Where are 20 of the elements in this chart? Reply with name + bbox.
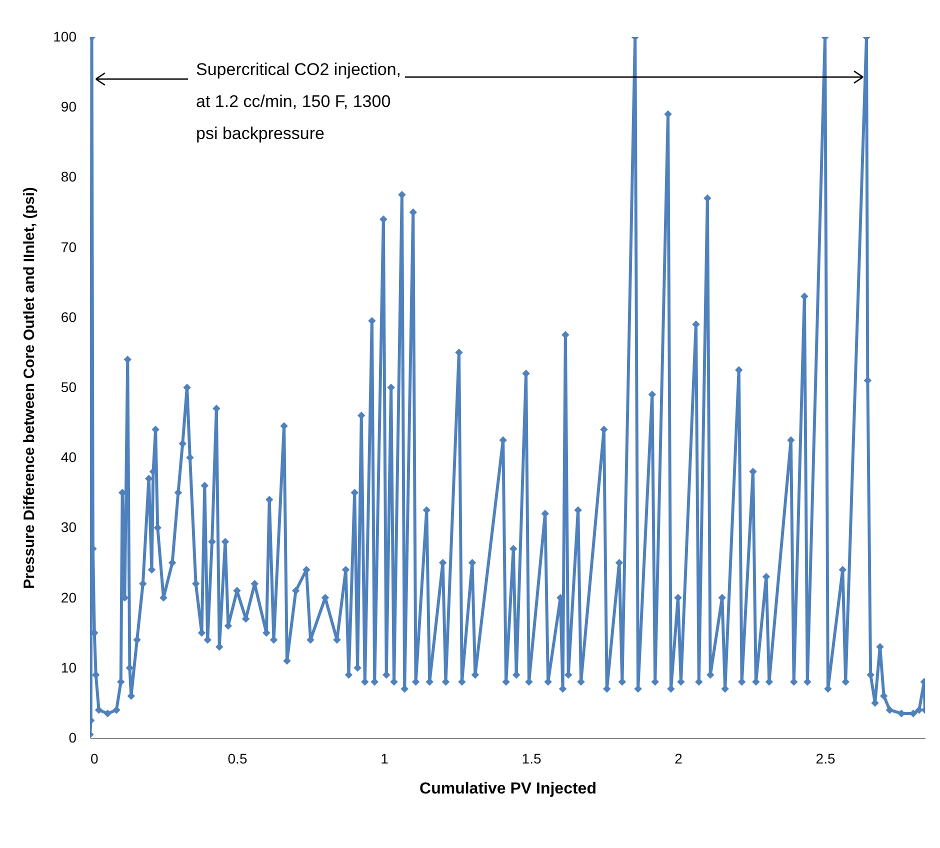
annotation: Supercritical CO2 injection, at 1.2 cc/min, 150 F, 1300 psi backpressure <box>196 60 402 143</box>
y-tick-label: 70 <box>60 238 77 255</box>
x-tick-label: 2 <box>674 750 683 766</box>
y-axis-title: Pressure Difference between Core Outlet and IInlet, (psi) <box>21 187 38 589</box>
y-tick-label: 50 <box>60 379 77 395</box>
x-tick-label: 0.5 <box>228 750 248 766</box>
x-tick-label: 2.5 <box>816 750 836 766</box>
x-tick-label: 1 <box>380 750 389 766</box>
y-tick-label: 80 <box>60 168 77 185</box>
x-tick-label: 1.5 <box>522 750 542 766</box>
y-tick-label: 60 <box>60 308 77 325</box>
y-tick-label: 20 <box>60 589 77 606</box>
x-tick-label: 0 <box>90 750 98 766</box>
y-tick-label: 100 <box>53 28 77 44</box>
y-tick-label: 0 <box>68 730 77 746</box>
y-tick-label: 10 <box>60 659 77 676</box>
x-axis-title: Cumulative PV Injected <box>420 780 596 798</box>
y-tick-label: 90 <box>60 98 77 115</box>
y-tick-label: 30 <box>60 519 77 536</box>
y-tick-label: 40 <box>60 449 77 466</box>
